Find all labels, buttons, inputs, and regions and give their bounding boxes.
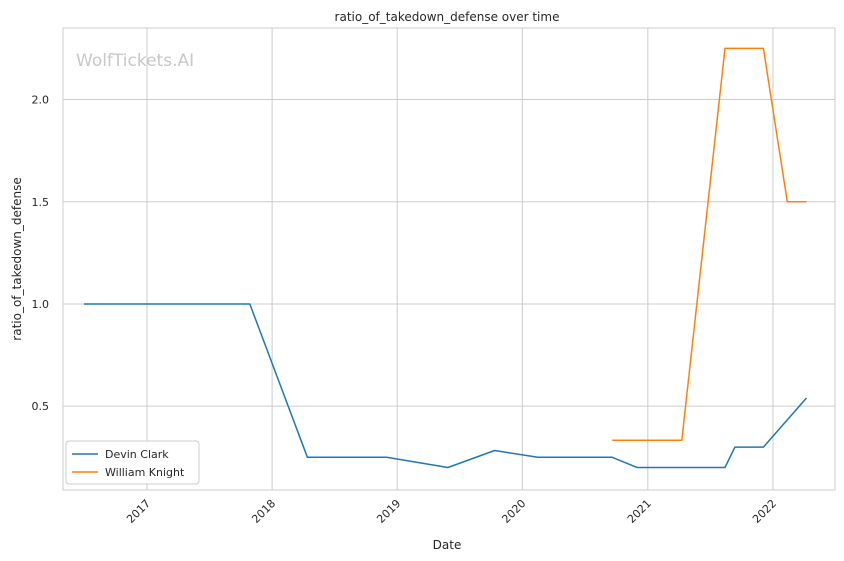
y-tick-label: 0.5 <box>32 400 50 413</box>
legend-label: William Knight <box>105 466 185 479</box>
x-tick-label: 2019 <box>374 497 403 526</box>
legend-label: Devin Clark <box>105 448 169 461</box>
x-tick-label: 2020 <box>499 497 528 526</box>
series-line-devin-clark <box>83 303 808 469</box>
series-line-william-knight <box>612 47 807 442</box>
y-axis-label: ratio_of_takedown_defense <box>10 177 24 340</box>
watermark: WolfTickets.AI <box>76 51 194 71</box>
x-axis-label: Date <box>433 538 462 552</box>
grid <box>63 28 835 490</box>
y-tick-label: 1.5 <box>32 196 50 209</box>
chart-title: ratio_of_takedown_defense over time <box>335 10 560 24</box>
legend-box <box>65 440 200 485</box>
plot-area <box>62 27 836 491</box>
y-tick-label: 2.0 <box>32 94 50 107</box>
x-tick-label: 2021 <box>625 497 654 526</box>
x-tick-label: 2017 <box>124 497 153 526</box>
series-lines <box>83 47 808 469</box>
y-tick-label: 1.0 <box>32 298 50 311</box>
x-tick-label: 2018 <box>249 497 278 526</box>
legend: Devin Clark William Knight <box>65 440 200 485</box>
x-tick-label: 2022 <box>750 497 779 526</box>
